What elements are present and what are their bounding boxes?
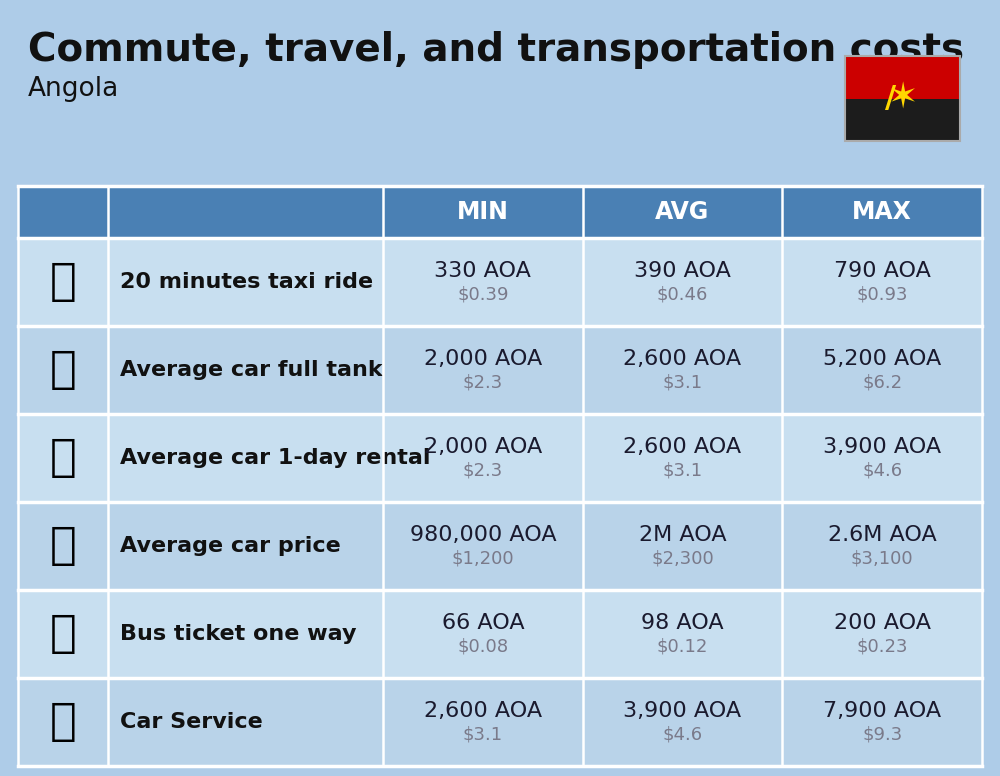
FancyBboxPatch shape: [845, 99, 960, 141]
Text: 2,600 AOA: 2,600 AOA: [623, 437, 742, 457]
Text: Commute, travel, and transportation costs: Commute, travel, and transportation cost…: [28, 31, 964, 69]
Text: $2.3: $2.3: [463, 462, 503, 480]
Text: $3,100: $3,100: [851, 550, 913, 568]
Text: 🚙: 🚙: [50, 436, 76, 480]
Text: $2,300: $2,300: [651, 550, 714, 568]
FancyBboxPatch shape: [18, 678, 982, 766]
Text: 66 AOA: 66 AOA: [442, 613, 524, 633]
Text: 330 AOA: 330 AOA: [434, 261, 531, 281]
FancyBboxPatch shape: [18, 186, 982, 238]
Text: MIN: MIN: [457, 200, 509, 224]
Text: Average car price: Average car price: [120, 536, 341, 556]
FancyBboxPatch shape: [18, 238, 982, 326]
FancyBboxPatch shape: [18, 326, 982, 414]
FancyBboxPatch shape: [18, 414, 982, 502]
Text: $0.12: $0.12: [657, 638, 708, 656]
Text: /: /: [885, 84, 896, 113]
Text: $0.39: $0.39: [457, 286, 509, 304]
Text: Car Service: Car Service: [120, 712, 263, 732]
Text: $2.3: $2.3: [463, 374, 503, 392]
Text: 20 minutes taxi ride: 20 minutes taxi ride: [120, 272, 373, 292]
FancyBboxPatch shape: [18, 502, 982, 590]
Text: Angola: Angola: [28, 76, 119, 102]
Text: $0.08: $0.08: [457, 638, 508, 656]
Text: 200 AOA: 200 AOA: [834, 613, 931, 633]
Text: 🔧: 🔧: [50, 701, 76, 743]
Text: 3,900 AOA: 3,900 AOA: [623, 701, 742, 721]
Text: 2M AOA: 2M AOA: [639, 525, 726, 545]
Text: 2,000 AOA: 2,000 AOA: [424, 437, 542, 457]
Text: $3.1: $3.1: [662, 462, 703, 480]
Text: 790 AOA: 790 AOA: [834, 261, 931, 281]
Text: Average car full tank: Average car full tank: [120, 360, 383, 380]
Text: Bus ticket one way: Bus ticket one way: [120, 624, 356, 644]
Text: $0.23: $0.23: [856, 638, 908, 656]
Text: 2,600 AOA: 2,600 AOA: [424, 701, 542, 721]
Text: ⛽: ⛽: [50, 348, 76, 392]
Text: $0.46: $0.46: [657, 286, 708, 304]
Text: ✶: ✶: [887, 81, 918, 116]
Text: MAX: MAX: [852, 200, 912, 224]
Text: 2.6M AOA: 2.6M AOA: [828, 525, 937, 545]
FancyBboxPatch shape: [18, 590, 982, 678]
Text: 980,000 AOA: 980,000 AOA: [410, 525, 556, 545]
Text: $4.6: $4.6: [862, 462, 902, 480]
Text: $3.1: $3.1: [463, 726, 503, 744]
Text: 7,900 AOA: 7,900 AOA: [823, 701, 941, 721]
Text: $0.93: $0.93: [856, 286, 908, 304]
Text: $6.2: $6.2: [862, 374, 902, 392]
Text: 🚌: 🚌: [50, 612, 76, 656]
Text: 390 AOA: 390 AOA: [634, 261, 731, 281]
Text: $3.1: $3.1: [662, 374, 703, 392]
Text: 3,900 AOA: 3,900 AOA: [823, 437, 941, 457]
Text: 98 AOA: 98 AOA: [641, 613, 724, 633]
Text: 2,000 AOA: 2,000 AOA: [424, 349, 542, 369]
Text: AVG: AVG: [655, 200, 710, 224]
Text: $4.6: $4.6: [662, 726, 703, 744]
Text: Average car 1-day rental: Average car 1-day rental: [120, 448, 430, 468]
Text: 🚗: 🚗: [50, 525, 76, 567]
Text: 🚕: 🚕: [50, 261, 76, 303]
Text: $9.3: $9.3: [862, 726, 902, 744]
Text: $1,200: $1,200: [452, 550, 514, 568]
Text: 2,600 AOA: 2,600 AOA: [623, 349, 742, 369]
Text: 5,200 AOA: 5,200 AOA: [823, 349, 941, 369]
FancyBboxPatch shape: [845, 56, 960, 99]
